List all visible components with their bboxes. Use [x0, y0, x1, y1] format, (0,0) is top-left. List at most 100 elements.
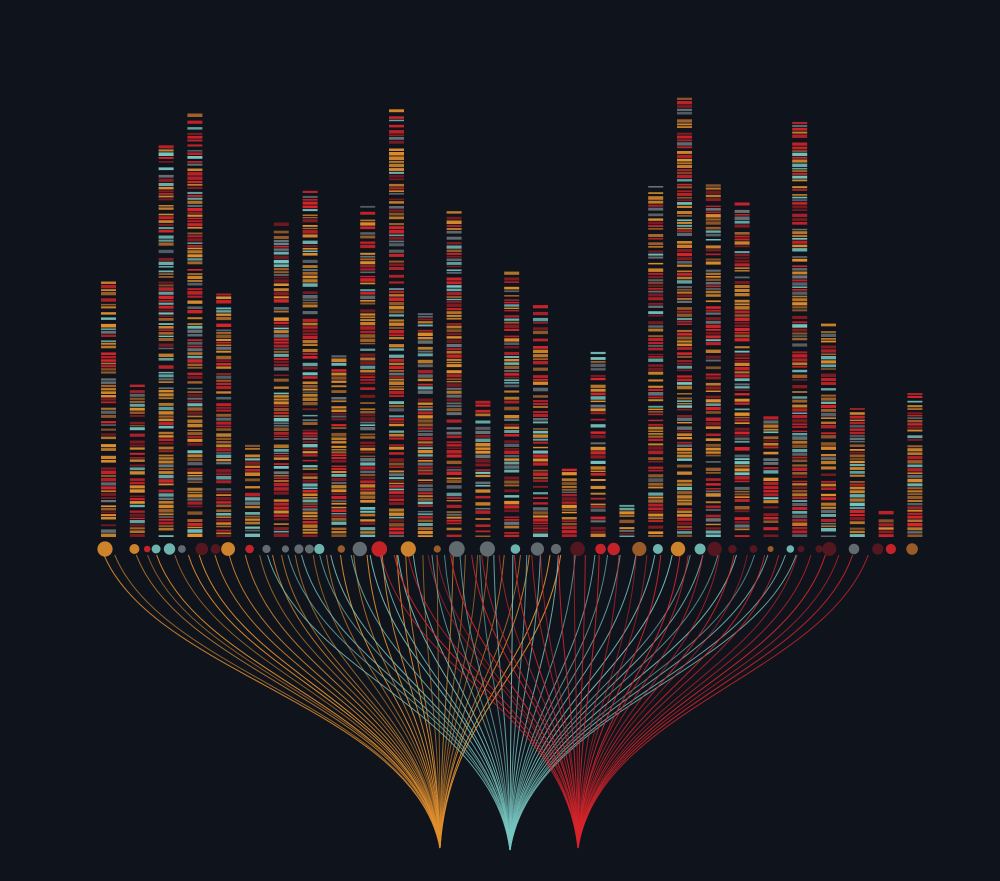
stripe — [389, 160, 404, 163]
stripe — [907, 393, 923, 396]
stripe — [792, 306, 808, 309]
stripe — [504, 271, 520, 275]
stripe — [302, 496, 318, 499]
stripe — [705, 421, 721, 426]
stripe — [360, 447, 376, 451]
stripe — [389, 178, 404, 181]
stripe — [187, 291, 203, 295]
stripe — [619, 529, 635, 532]
stripe — [389, 134, 404, 136]
stripe — [677, 310, 692, 313]
stripe — [648, 345, 664, 347]
stripe — [273, 523, 289, 525]
stripe — [561, 520, 577, 522]
stripe — [821, 394, 836, 397]
stripe — [677, 260, 692, 264]
stripe — [302, 528, 318, 531]
stripe — [792, 459, 808, 463]
stripe — [648, 347, 664, 351]
stripe — [158, 156, 174, 159]
stripe — [101, 433, 116, 436]
stripe — [187, 519, 203, 522]
stripe — [245, 465, 260, 468]
stripe — [158, 161, 174, 163]
stripe — [158, 205, 174, 207]
stripe — [648, 207, 664, 211]
stripe — [734, 416, 750, 419]
stripe — [101, 328, 116, 330]
stripe — [705, 501, 721, 504]
stripe — [187, 339, 203, 341]
stripe — [216, 475, 232, 480]
stripe — [648, 450, 664, 455]
stripe — [446, 348, 462, 351]
stripe — [705, 527, 721, 530]
stripe — [446, 285, 462, 288]
stripe — [302, 318, 318, 322]
stripe — [360, 417, 376, 421]
stripe — [648, 433, 664, 435]
stripe — [302, 311, 318, 315]
stripe — [360, 424, 376, 426]
stripe — [705, 355, 721, 359]
stripe — [331, 513, 347, 515]
stripe — [648, 474, 664, 478]
stripe — [302, 344, 318, 346]
stripe — [504, 309, 520, 312]
stripe — [389, 301, 404, 305]
stripe — [389, 408, 404, 412]
stripe — [302, 367, 318, 370]
stripe — [590, 377, 606, 381]
stripe — [417, 460, 433, 462]
stripe — [792, 343, 808, 347]
stripe — [302, 348, 318, 353]
stripe — [273, 455, 289, 457]
stripe — [561, 478, 577, 482]
stripe — [677, 333, 692, 336]
stripe — [446, 311, 462, 315]
stripe — [331, 515, 347, 517]
stripe — [907, 456, 923, 460]
stripe — [907, 499, 923, 502]
stripe — [417, 481, 433, 484]
stripe — [446, 387, 462, 390]
stripe — [417, 436, 433, 441]
stripe — [446, 454, 462, 458]
stripe — [216, 441, 232, 444]
stripe — [446, 466, 462, 469]
stripe — [389, 171, 404, 174]
stripe — [763, 442, 779, 446]
stripe — [878, 534, 894, 537]
stripe — [763, 424, 779, 428]
stripe — [504, 480, 520, 484]
stripe — [331, 413, 347, 415]
fan-line — [319, 554, 511, 851]
stripe — [763, 516, 779, 520]
stripe — [101, 529, 116, 533]
stripe — [677, 232, 692, 236]
stripe — [129, 467, 145, 471]
stripe — [504, 400, 520, 404]
stripe — [446, 261, 462, 265]
stripe — [417, 313, 433, 316]
stripe — [821, 432, 836, 435]
stripe — [417, 353, 433, 357]
stripe — [273, 299, 289, 303]
stripe — [417, 535, 433, 537]
stripe — [360, 244, 376, 249]
stripe — [331, 372, 347, 376]
stripe — [302, 335, 318, 340]
stripe — [648, 413, 664, 416]
stripe — [677, 108, 692, 111]
stripe — [302, 381, 318, 385]
stripe — [849, 431, 865, 435]
stripe — [533, 354, 548, 358]
stripe — [187, 232, 203, 235]
stripe — [648, 256, 664, 259]
stripe — [360, 457, 376, 462]
fan-line — [436, 554, 579, 849]
stripe — [677, 257, 692, 261]
stripe — [389, 446, 404, 450]
stripe — [273, 367, 289, 371]
stripe — [533, 378, 548, 381]
